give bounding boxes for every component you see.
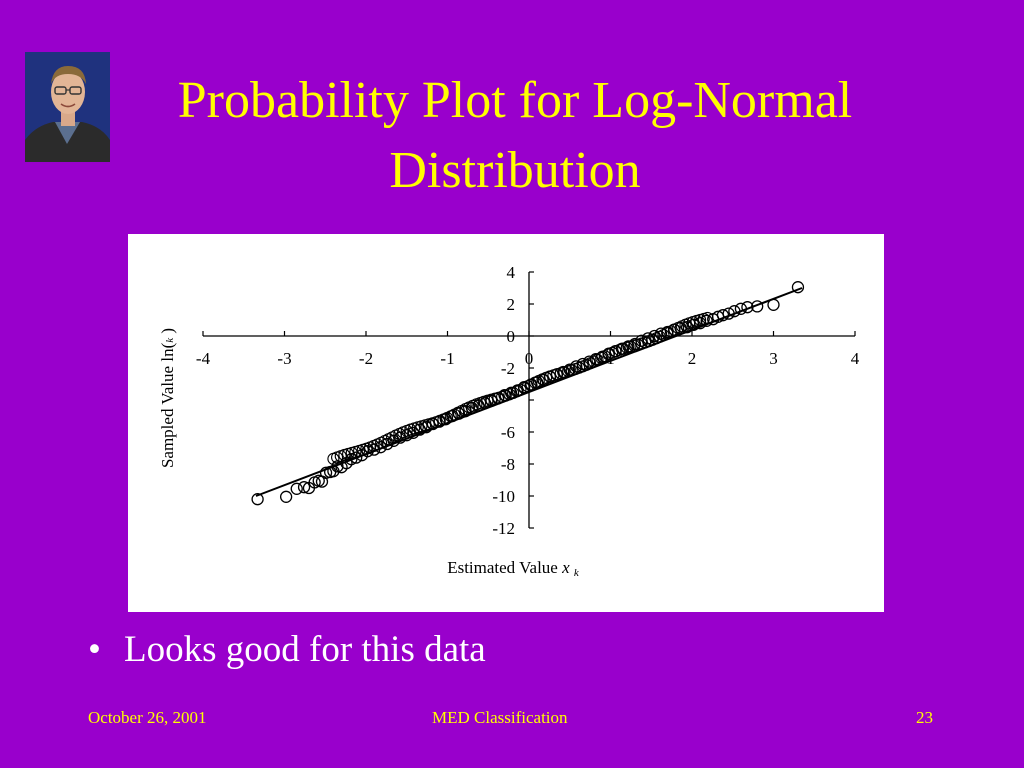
y-axis-label-sub: k	[164, 337, 176, 343]
data-point	[551, 368, 564, 381]
bullet-item: • Looks good for this data	[88, 626, 486, 674]
data-point	[741, 301, 754, 314]
y-axis-label-main: Sampled Value ln(	[158, 342, 177, 469]
x-tick-label: 2	[688, 349, 697, 368]
data-point	[492, 391, 505, 404]
data-point	[734, 302, 748, 315]
data-point	[791, 281, 805, 294]
y-tick-label: 0	[507, 327, 516, 346]
data-point	[478, 397, 492, 410]
data-point	[251, 493, 264, 506]
x-tick-label: -4	[196, 349, 211, 368]
bullet-list: • Looks good for this data	[88, 626, 486, 674]
data-point	[279, 490, 293, 503]
data-point	[537, 373, 550, 387]
y-tick-label: -8	[501, 455, 515, 474]
data-point	[751, 300, 764, 313]
portrait-photo-icon-graphic	[25, 52, 110, 162]
slide-title: Probability Plot for Log-Normal Distribu…	[177, 72, 853, 199]
y-tick-label: -12	[492, 519, 515, 538]
data-point	[690, 314, 703, 328]
data-point	[452, 407, 466, 420]
y-tick-label: -6	[501, 423, 515, 442]
data-point	[420, 421, 433, 434]
x-tick-label: -2	[359, 349, 373, 368]
x-axis-label-var: x	[562, 558, 570, 577]
y-tick-label: 2	[507, 295, 516, 314]
data-point	[319, 466, 333, 479]
y-tick-label: -2	[501, 359, 515, 378]
y-axis-label: Sampled Value ln(k )	[158, 298, 178, 498]
footer-date: October 26, 2001	[88, 708, 207, 727]
bullet-dot-icon: •	[88, 629, 101, 670]
x-tick-label: -1	[440, 349, 454, 368]
data-point	[345, 446, 358, 459]
data-point	[701, 311, 714, 325]
data-point	[728, 305, 741, 318]
data-point	[350, 451, 363, 464]
x-axis-label-main: Estimated Value	[447, 558, 563, 577]
bullet-text: Looks good for this data	[124, 629, 486, 670]
data-point	[767, 298, 780, 311]
y-axis-label-end: )	[158, 327, 177, 338]
x-axis-label: Estimated Value x k	[413, 558, 613, 579]
data-point	[716, 309, 730, 322]
data-point	[290, 482, 303, 495]
x-tick-label: 0	[525, 349, 534, 368]
x-tick-label: 4	[851, 349, 860, 368]
data-point	[722, 307, 735, 320]
x-axis-label-sub: k	[573, 567, 579, 579]
portrait-photo-icon	[25, 52, 110, 162]
data-point	[297, 481, 311, 494]
footer-title: MED Classification	[432, 708, 568, 727]
y-tick-label: 4	[507, 263, 516, 282]
probability-plot-chart: -4 -3 -2 -1 0 1 2 3 4 4 2 0 -2 -6 -8 -10 -12 Sampled Val…	[128, 234, 884, 612]
x-tick-label: -3	[277, 349, 291, 368]
footer-page-number: 23	[916, 708, 933, 727]
y-tick-label: -10	[492, 487, 515, 506]
x-tick-label: 3	[769, 349, 778, 368]
